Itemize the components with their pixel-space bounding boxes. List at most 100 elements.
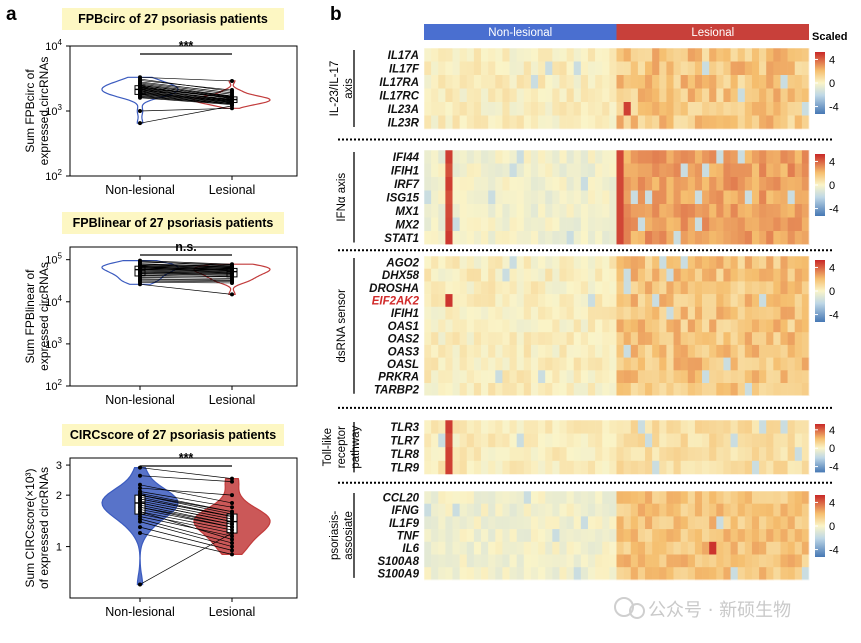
heatmap-cell — [580, 370, 589, 384]
heatmap-cell — [780, 163, 788, 178]
heatmap-cell — [452, 567, 460, 581]
heatmap-cell — [730, 383, 738, 396]
heatmap-cell — [744, 344, 753, 358]
heatmap-cell — [687, 88, 696, 103]
heatmap-cell — [495, 491, 503, 504]
heatmap-cell — [573, 268, 582, 282]
pair-line — [139, 268, 233, 272]
heatmap-cell — [794, 61, 803, 76]
heatmap-cell — [509, 383, 517, 396]
heatmap-cell — [538, 102, 546, 116]
heatmap-cell — [495, 447, 503, 462]
heatmap-cell — [723, 150, 731, 164]
data-point — [230, 552, 234, 557]
gene-label: OAS3 — [388, 346, 420, 358]
heatmap-cell — [716, 150, 724, 164]
heatmap-cell — [424, 541, 432, 555]
heatmap-cell — [609, 306, 617, 320]
plot-title: FPBlinear of 27 psoriasis patients — [73, 216, 274, 230]
heatmap-cell — [680, 306, 689, 320]
heatmap-cell — [530, 447, 539, 462]
heatmap-cell — [424, 370, 432, 384]
heatmap-cell — [573, 319, 582, 333]
heatmap-cell — [744, 370, 753, 384]
heatmap-cell — [616, 75, 624, 89]
heatmap-cell — [552, 460, 560, 475]
plot-frame — [69, 457, 298, 599]
heatmap-cell — [801, 88, 810, 103]
heatmap-cell — [566, 294, 575, 308]
heatmap-cell — [702, 102, 710, 116]
data-point — [230, 262, 234, 267]
heatmap-cell — [473, 370, 482, 384]
heatmap-cell — [794, 88, 803, 103]
heatmap-cell — [559, 306, 567, 320]
y-tick-label: 102 — [45, 168, 62, 183]
heatmap-cell — [559, 231, 567, 245]
pair-line — [139, 278, 233, 281]
data-point — [230, 98, 234, 103]
heatmap-cell — [666, 61, 674, 76]
heatmap-cell — [780, 344, 788, 358]
heatmap-cell — [473, 332, 482, 346]
heatmap-cell — [459, 256, 468, 269]
heatmap-cell — [801, 529, 810, 543]
heatmap-cell — [801, 204, 810, 218]
heatmap-cell — [559, 204, 567, 218]
heatmap-cell — [559, 256, 567, 269]
heatmap-cell — [645, 190, 653, 205]
heatmap-cell — [744, 319, 753, 333]
heatmap-cell — [538, 554, 546, 568]
heatmap-cell — [637, 491, 646, 504]
heatmap-cell — [502, 204, 510, 218]
heatmap-cell — [488, 294, 496, 308]
heatmap-cell — [709, 294, 717, 308]
heatmap-cell — [445, 268, 453, 282]
heatmap-cell — [580, 567, 589, 581]
heatmap-cell — [723, 529, 731, 543]
heatmap-cell — [751, 163, 760, 178]
heatmap-cell — [673, 567, 681, 581]
heatmap-cell — [716, 332, 724, 346]
data-point — [230, 106, 234, 111]
heatmap-cell — [645, 541, 653, 555]
heatmap-cell — [552, 217, 560, 232]
heatmap-cell — [523, 48, 532, 62]
heatmap-cell — [709, 48, 717, 62]
heatmap-cell — [602, 204, 610, 218]
heatmap-cell — [687, 217, 696, 232]
heatmap-cell — [431, 102, 439, 116]
heatmap-cell — [673, 420, 681, 434]
heatmap-cell — [509, 294, 517, 308]
data-point — [230, 525, 234, 530]
heatmap-cell — [538, 491, 546, 504]
heatmap-cell — [694, 344, 703, 358]
heatmap-cell — [466, 554, 475, 568]
nonlesional-violin — [101, 76, 179, 124]
heatmap-cell — [516, 344, 525, 358]
heatmap-cell — [438, 433, 446, 448]
heatmap-frame — [423, 255, 810, 396]
heatmap-cell — [630, 370, 639, 384]
heatmap-cell — [794, 163, 803, 178]
heatmap-cell — [730, 529, 738, 543]
heatmap-cell — [744, 115, 753, 130]
heatmap-cell — [766, 344, 774, 358]
heatmap-cell — [602, 306, 610, 320]
heatmap-cell — [801, 332, 810, 346]
heatmap-cell — [602, 231, 610, 245]
heatmap-cell — [787, 516, 796, 530]
data-point — [230, 274, 234, 279]
heatmap-cell — [673, 48, 681, 62]
heatmap-cell — [801, 75, 810, 89]
data-point — [230, 476, 234, 481]
heatmap-cell — [488, 256, 496, 269]
heatmap-cell — [723, 75, 731, 89]
heatmap-cell — [481, 357, 489, 371]
heatmap-cell — [694, 370, 703, 384]
heatmap-cell — [659, 163, 667, 178]
pair-line — [139, 76, 233, 82]
heatmap-cell — [694, 319, 703, 333]
heatmap-cell — [766, 460, 774, 475]
heatmap-cell — [502, 370, 510, 384]
